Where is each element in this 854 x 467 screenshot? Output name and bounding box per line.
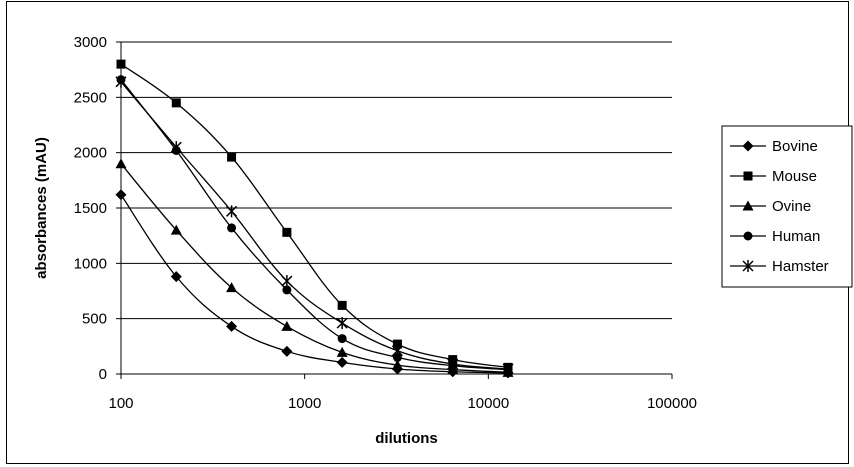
point-human <box>337 334 347 344</box>
point-ovine <box>226 282 238 293</box>
y-tick-label: 1500 <box>74 200 107 217</box>
point-bovine <box>336 356 348 368</box>
legend-label: Bovine <box>772 138 818 155</box>
series-line-ovine <box>120 163 509 373</box>
x-axis-title: dilutions <box>375 430 438 447</box>
point-mouse <box>282 227 292 237</box>
y-tick-label: 1000 <box>74 255 107 272</box>
legend-item-mouse: Mouse <box>730 168 817 185</box>
point-hamster <box>226 205 238 218</box>
series-line-bovine <box>120 194 509 374</box>
legend-label: Hamster <box>772 258 829 275</box>
series-markers <box>115 59 514 379</box>
series-line-hamster <box>120 81 509 370</box>
y-tick-label: 2500 <box>74 89 107 106</box>
legend-marker-mouse <box>743 171 753 181</box>
series-line-mouse <box>120 63 509 369</box>
legend-item-bovine: Bovine <box>730 138 818 155</box>
point-mouse <box>392 339 402 349</box>
point-ovine <box>336 346 348 357</box>
axes <box>120 42 673 379</box>
y-tick-label: 3000 <box>74 34 107 51</box>
legend-marker-bovine <box>742 140 754 152</box>
x-tick-label: 1000 <box>288 395 321 412</box>
series-line-human <box>120 79 509 371</box>
point-hamster <box>447 358 459 371</box>
legend-item-ovine: Ovine <box>730 198 811 215</box>
legend-item-human: Human <box>730 228 820 245</box>
legend-label: Human <box>772 228 820 245</box>
legend-marker-hamster <box>742 260 754 272</box>
legend-label: Ovine <box>772 198 811 215</box>
y-tick-label: 500 <box>82 311 107 328</box>
point-mouse <box>227 152 237 162</box>
point-hamster <box>115 75 127 88</box>
legend-marker-ovine <box>742 200 754 211</box>
point-ovine <box>281 320 293 331</box>
point-bovine <box>226 320 238 332</box>
y-axis-title: absorbances (mAU) <box>33 137 50 279</box>
point-ovine <box>170 224 182 235</box>
point-human <box>282 285 292 295</box>
legend-item-hamster: Hamster <box>730 258 829 275</box>
chart-frame <box>6 1 849 464</box>
point-hamster <box>281 275 293 288</box>
gridlines <box>116 41 672 375</box>
x-tick-labels: 100 1000 10000 100000 <box>108 395 697 412</box>
point-hamster <box>336 317 348 330</box>
point-hamster <box>170 141 182 154</box>
point-bovine <box>170 271 182 283</box>
series-lines <box>120 63 509 374</box>
y-tick-label: 0 <box>99 366 107 383</box>
legend: Bovine Mouse Ovine Human Hamster <box>721 125 853 288</box>
y-tick-label: 2000 <box>74 145 107 162</box>
point-mouse <box>337 300 347 310</box>
point-mouse <box>171 98 181 108</box>
x-tick-label: 10000 <box>467 395 509 412</box>
point-bovine <box>281 345 293 357</box>
x-tick-label: 100 <box>108 395 133 412</box>
y-tick-labels: 0 500 1000 1500 2000 2500 3000 <box>74 34 107 383</box>
point-hamster <box>502 363 514 376</box>
legend-label: Mouse <box>772 168 817 185</box>
point-human <box>227 223 237 233</box>
point-mouse <box>116 59 126 69</box>
point-ovine <box>391 359 403 370</box>
point-hamster <box>391 344 403 357</box>
point-bovine <box>115 189 127 201</box>
point-human <box>392 352 402 362</box>
legend-marker-human <box>743 231 753 241</box>
x-tick-label: 100000 <box>647 395 697 412</box>
point-ovine <box>115 158 127 169</box>
